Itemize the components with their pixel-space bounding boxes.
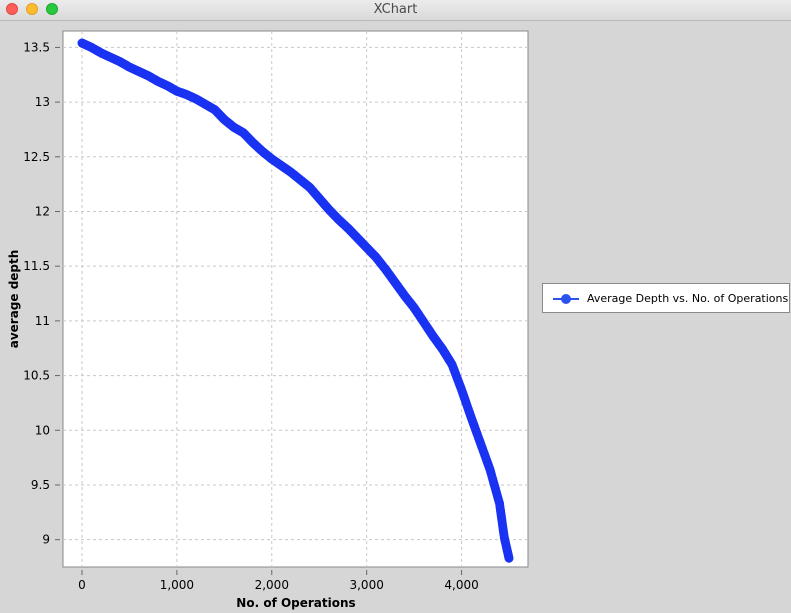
y-tick-label: 10.5 [23,369,50,383]
y-tick-label: 12 [35,204,50,218]
legend-dot-marker [561,294,571,304]
grid-lines [63,31,528,567]
plot-area [62,30,529,568]
series-points [77,38,514,563]
x-tick-label: 0 [78,578,86,592]
window-title: XChart [373,2,418,17]
y-tick-label: 10 [35,423,50,437]
legend-series-label: Average Depth vs. No. of Operations [587,292,789,305]
minimize-window-button[interactable] [26,3,38,15]
x-tick-label: 2,000 [255,578,289,592]
x-tick-label: 1,000 [160,578,194,592]
x-axis-label: No. of Operations [236,596,355,610]
x-tick-label: 4,000 [444,578,478,592]
y-tick-label: 13.5 [23,40,50,54]
chart: 0 1,000 2,000 3,000 4,000 9 9.5 10 10.5 11 11.5 12… [0,21,791,613]
y-axis-label: average depth [7,250,21,349]
y-axis-ticks: 9 9.5 10 10.5 11 11.5 12 12.5 13 13.5 [23,40,60,547]
y-tick-label: 9.5 [31,478,50,492]
title-bar: XChart [0,0,791,21]
y-tick-label: 11.5 [23,259,50,273]
y-tick-label: 11 [35,314,50,328]
x-axis-ticks: 0 1,000 2,000 3,000 4,000 [78,570,479,592]
y-tick-label: 12.5 [23,150,50,164]
x-tick-label: 3,000 [349,578,383,592]
close-window-button[interactable] [6,3,18,15]
zoom-window-button[interactable] [46,3,58,15]
y-tick-label: 13 [35,95,50,109]
data-point [504,553,514,563]
legend: Average Depth vs. No. of Operations [542,283,790,313]
y-tick-label: 9 [42,533,50,547]
